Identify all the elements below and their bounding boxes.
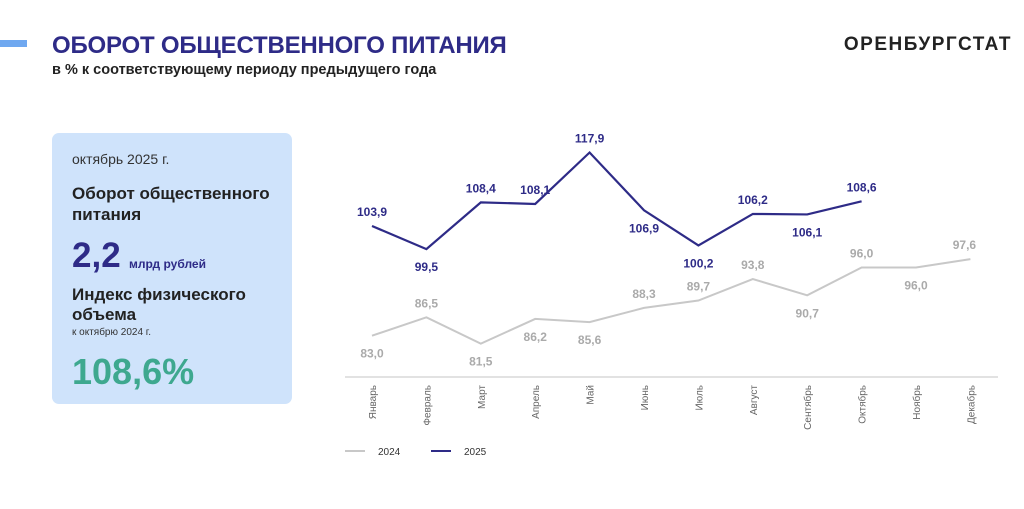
- data-label-2024: 97,6: [953, 238, 977, 252]
- data-label-2025: 108,4: [466, 181, 496, 195]
- data-label-2024: 85,6: [578, 333, 602, 347]
- series-line-2025: [371, 150, 862, 251]
- summary-card: октябрь 2025 г. Оборот общественного пит…: [52, 133, 292, 404]
- turnover-label: Оборот общественного питания: [72, 184, 270, 224]
- data-label-2024: 88,3: [632, 287, 656, 301]
- x-tick-label: Ноябрь: [911, 385, 923, 420]
- data-label-2024: 81,5: [469, 355, 493, 369]
- data-label-2024: 96,0: [850, 246, 874, 260]
- accent-bar: [0, 40, 27, 47]
- x-tick-label: Март: [477, 385, 488, 409]
- x-tick-label: Апрель: [531, 385, 542, 419]
- series-line-2024: [371, 258, 971, 345]
- turnover-value: 2,2: [72, 236, 121, 275]
- data-label-2024: 86,5: [415, 296, 439, 310]
- data-label-2025: 108,1: [520, 183, 550, 197]
- x-tick-label: Январь: [368, 385, 379, 419]
- turnover-unit: млрд рублей: [129, 257, 206, 271]
- index-note: к октябрю 2024 г.: [72, 327, 151, 338]
- data-label-2024: 89,7: [687, 280, 711, 294]
- page-title: ОБОРОТ ОБЩЕСТВЕННОГО ПИТАНИЯ: [52, 32, 507, 59]
- x-tick-label: Август: [749, 385, 760, 416]
- x-tick-label: Июнь: [640, 385, 651, 410]
- data-label-2025: 117,9: [575, 132, 605, 146]
- period-label: октябрь 2025 г.: [72, 151, 170, 167]
- x-tick-label: Май: [586, 385, 597, 405]
- x-tick-label: Сентябрь: [802, 385, 814, 430]
- data-label-2025: 108,6: [847, 180, 877, 194]
- data-label-2025: 100,2: [683, 256, 713, 270]
- data-label-2024: 93,8: [741, 258, 765, 272]
- data-label-2025: 106,9: [629, 221, 659, 235]
- x-tick-label: Февраль: [422, 385, 433, 426]
- page-subtitle: в % к соответствующему периоду предыдуще…: [52, 62, 437, 78]
- data-label-2024: 90,7: [796, 306, 820, 320]
- data-label-2024: 96,0: [904, 278, 928, 292]
- x-tick-label: Декабрь: [965, 385, 977, 424]
- index-value: 108,6%: [72, 351, 195, 392]
- logo: ОРЕНБУРГСТАТ: [843, 34, 1012, 55]
- data-label-2025: 106,2: [738, 193, 768, 207]
- data-label-2024: 83,0: [360, 347, 384, 361]
- legend-label-2024: 2024: [378, 447, 401, 458]
- legend-label-2025: 2025: [464, 447, 487, 458]
- data-label-2024: 86,2: [524, 330, 548, 344]
- x-tick-label: Июль: [694, 385, 705, 411]
- index-label: Индекс физического объема: [72, 285, 246, 324]
- x-tick-label: Октябрь: [857, 385, 869, 424]
- data-label-2025: 106,1: [792, 225, 822, 239]
- data-label-2025: 103,9: [357, 205, 387, 219]
- data-label-2025: 99,5: [415, 260, 439, 274]
